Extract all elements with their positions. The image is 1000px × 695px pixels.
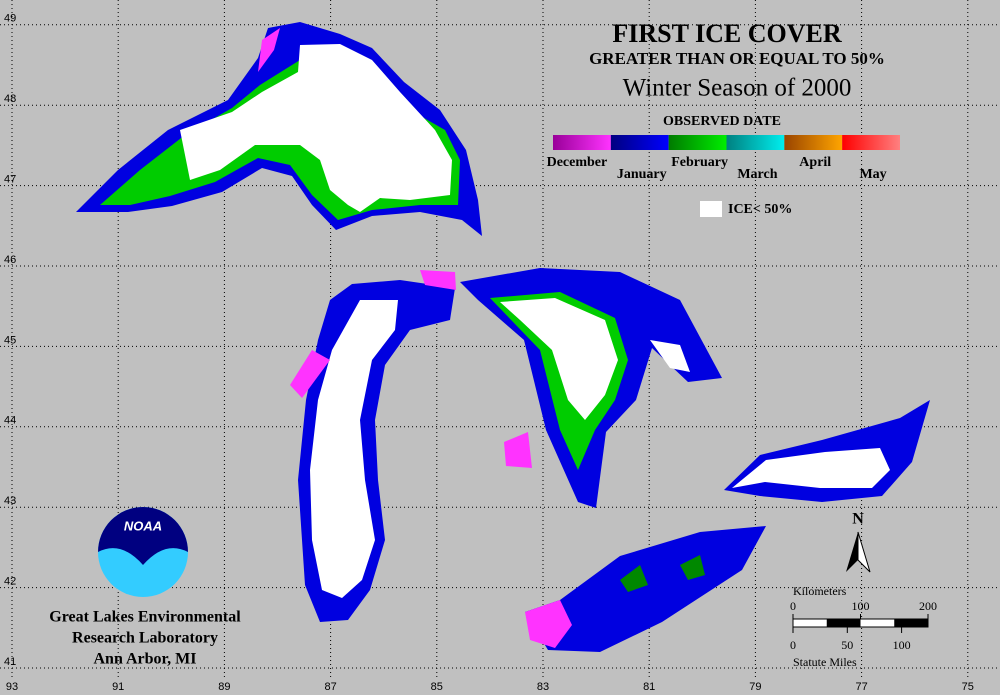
lat-label: 42 bbox=[4, 576, 16, 588]
lat-label: 49 bbox=[4, 13, 16, 25]
km-label: 0 bbox=[790, 599, 796, 613]
ice-january bbox=[525, 526, 766, 652]
lake-erie bbox=[525, 526, 766, 652]
legend-swatch bbox=[784, 135, 843, 150]
km-title: Kilometers bbox=[793, 584, 847, 598]
lon-label: 75 bbox=[962, 681, 974, 693]
mi-label: 50 bbox=[841, 638, 853, 652]
lake-huron bbox=[420, 268, 722, 508]
legend: December January February March April May bbox=[547, 135, 900, 182]
noaa-logo: NOAA bbox=[98, 507, 188, 597]
ice-under-50 bbox=[180, 44, 452, 212]
lake-ontario bbox=[724, 400, 930, 502]
scale-bar-segment bbox=[894, 619, 928, 627]
legend-label: January bbox=[617, 167, 667, 182]
lon-label: 87 bbox=[324, 681, 336, 693]
lon-label: 81 bbox=[643, 681, 655, 693]
north-arrow bbox=[857, 531, 871, 573]
ice-december bbox=[420, 270, 456, 290]
lake-superior bbox=[76, 22, 482, 236]
mi-label: 0 bbox=[790, 638, 796, 652]
logo-text: NOAA bbox=[124, 518, 162, 533]
legend-swatch bbox=[553, 135, 611, 150]
lon-label: 77 bbox=[855, 681, 867, 693]
ice-december bbox=[504, 432, 532, 468]
lat-label: 46 bbox=[4, 254, 16, 266]
km-label: 100 bbox=[852, 599, 870, 613]
logo-top bbox=[98, 507, 188, 565]
credit: Great Lakes Environmental Research Labora… bbox=[49, 609, 241, 668]
lat-label: 45 bbox=[4, 334, 16, 346]
scale-bar: 0 100 200 0 50 100 bbox=[790, 599, 937, 652]
legend-white-label: ICE< 50% bbox=[728, 202, 792, 217]
ice-december bbox=[525, 600, 572, 648]
lat-label: 44 bbox=[4, 415, 16, 427]
ice-february bbox=[620, 555, 705, 592]
km-label: 200 bbox=[919, 599, 937, 613]
legend-label: February bbox=[671, 155, 728, 170]
legend-white-swatch bbox=[700, 201, 722, 217]
north-label: N bbox=[852, 511, 864, 528]
credit-line: Great Lakes Environmental bbox=[49, 609, 241, 626]
season: Winter Season of 2000 bbox=[623, 75, 852, 102]
lat-label: 43 bbox=[4, 495, 16, 507]
legend-swatch bbox=[726, 135, 785, 150]
legend-swatch bbox=[668, 135, 727, 150]
mi-title: Statute Miles bbox=[793, 655, 857, 669]
lat-label: 47 bbox=[4, 174, 16, 186]
lon-label: 89 bbox=[218, 681, 230, 693]
legend-swatch bbox=[610, 135, 669, 150]
subtitle: GREATER THAN OR EQUAL TO 50% bbox=[589, 49, 885, 68]
lat-label: 48 bbox=[4, 93, 16, 105]
legend-label: April bbox=[799, 155, 831, 170]
lon-label: 93 bbox=[6, 681, 18, 693]
legend-swatch bbox=[842, 135, 900, 150]
ice-under-50 bbox=[310, 300, 398, 598]
lon-label: 85 bbox=[431, 681, 443, 693]
ice-under-50 bbox=[500, 298, 618, 420]
lon-label: 83 bbox=[537, 681, 549, 693]
lake-michigan bbox=[290, 280, 455, 622]
legend-label: May bbox=[859, 167, 886, 182]
credit-line: Research Laboratory bbox=[72, 630, 218, 647]
legend-label: March bbox=[737, 167, 777, 182]
ice-december bbox=[290, 350, 330, 398]
ice-under-50 bbox=[650, 340, 690, 372]
ice-under-50 bbox=[732, 448, 890, 488]
ice-december bbox=[258, 28, 280, 72]
mi-label: 100 bbox=[893, 638, 911, 652]
credit-line: Ann Arbor, MI bbox=[94, 651, 197, 668]
legend-label: December bbox=[547, 155, 608, 170]
lon-label: 91 bbox=[112, 681, 124, 693]
north-arrow bbox=[846, 532, 858, 572]
scale-bar-segment bbox=[826, 619, 861, 627]
legend-title: OBSERVED DATE bbox=[663, 114, 781, 129]
title: FIRST ICE COVER bbox=[612, 19, 841, 48]
lat-label: 41 bbox=[4, 656, 16, 668]
lon-label: 79 bbox=[749, 681, 761, 693]
